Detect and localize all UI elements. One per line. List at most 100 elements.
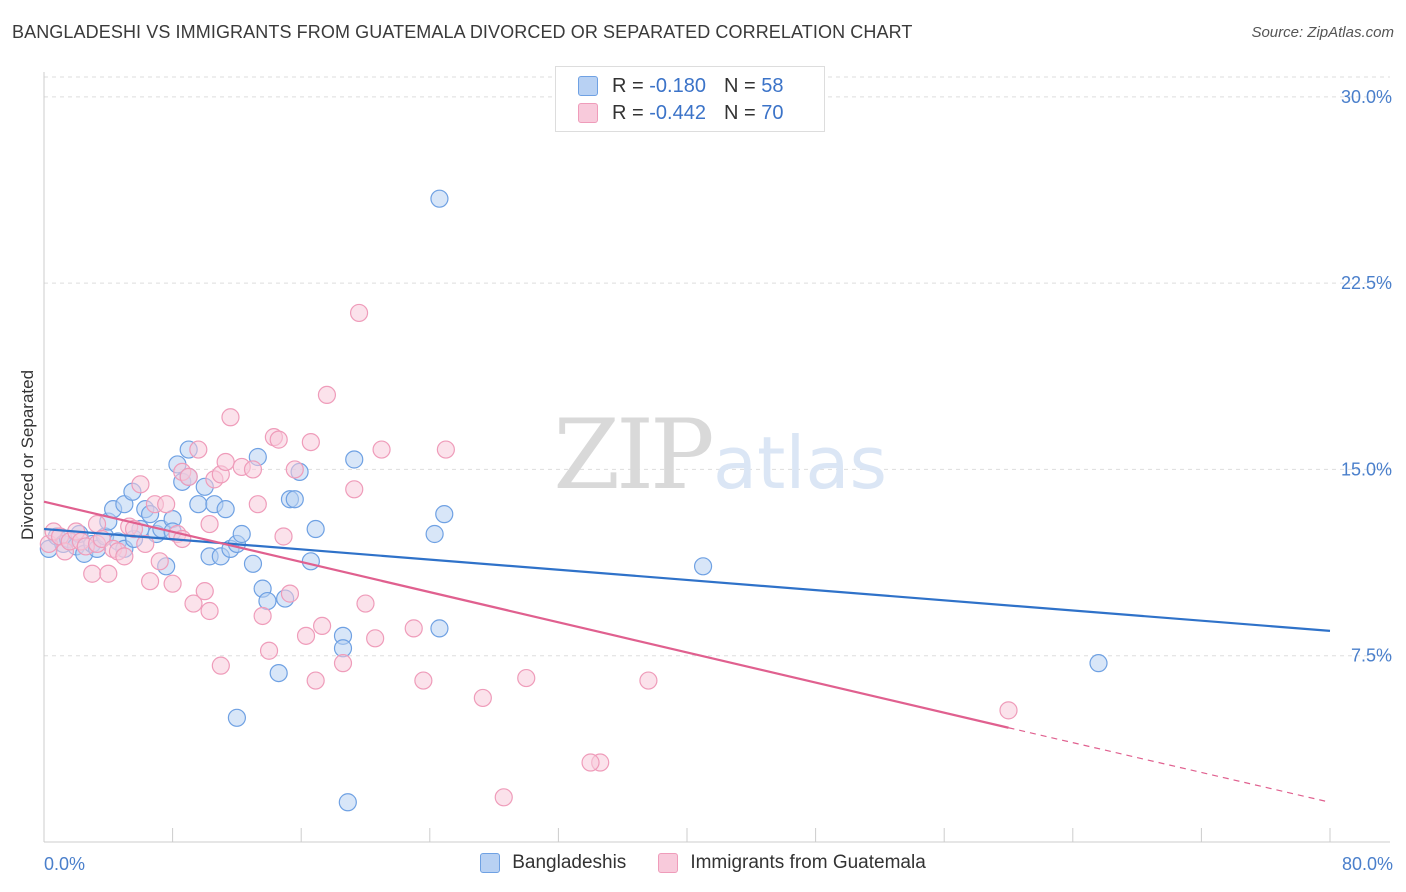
- legend-item-bangladeshis: Bangladeshis: [480, 852, 626, 874]
- guatemala-point: [349, 303, 369, 323]
- legend-item-guatemala: Immigrants from Guatemala: [658, 852, 926, 874]
- guatemala-point: [317, 385, 337, 405]
- guatemala-point: [517, 668, 536, 688]
- bangladeshis-point: [189, 495, 208, 514]
- guatemala-point: [333, 654, 353, 673]
- guatemala-point: [184, 594, 203, 613]
- bangladeshis-point: [345, 450, 364, 469]
- bangladeshis-point: [430, 619, 449, 638]
- bangladeshis-point: [306, 519, 325, 539]
- guatemala-point: [163, 574, 182, 593]
- guatemala-point: [280, 584, 300, 603]
- y-tick-label: 7.5%: [1351, 646, 1392, 666]
- bangladeshis-point: [693, 557, 713, 576]
- guatemala-point: [136, 534, 155, 554]
- guatemala-point: [999, 701, 1018, 720]
- guatemala-point: [150, 552, 169, 571]
- guatemala-point: [157, 495, 176, 514]
- guatemala-point: [195, 582, 214, 601]
- bangladeshis-point: [243, 554, 263, 573]
- guatemala-point: [189, 440, 208, 459]
- guatemala-point: [404, 619, 423, 638]
- guatemala-point: [296, 626, 316, 645]
- guatemala-point: [243, 460, 263, 479]
- legend-r-value: -0.442: [649, 101, 706, 124]
- guatemala-point: [221, 408, 240, 427]
- legend-row-bangladeshis: R = -0.180 N = 58: [578, 73, 783, 99]
- bangladeshis-point: [285, 490, 304, 509]
- watermark-atlas: atlas: [713, 421, 887, 505]
- guatemala-point: [285, 460, 304, 479]
- y-tick-labels: 7.5% 15.0% 22.5% 30.0%: [1341, 87, 1392, 666]
- guatemala-point: [259, 641, 279, 660]
- guatemala-point: [473, 688, 492, 708]
- legend-label-guatemala: Immigrants from Guatemala: [690, 852, 926, 873]
- guatemala-point: [366, 629, 385, 648]
- guatemala-point: [253, 606, 272, 626]
- guatemala-trend-extension: [1008, 727, 1331, 803]
- x-tick-labels: 0.0% 80.0%: [44, 854, 1393, 874]
- guatemala-point: [83, 564, 102, 583]
- watermark-zip: ZIP: [553, 399, 712, 511]
- legend-r-label: R =: [612, 101, 644, 124]
- bangladeshis-point: [232, 524, 251, 544]
- guatemala-point: [200, 514, 219, 534]
- guatemala-point: [131, 475, 150, 494]
- bangladeshis-point: [1089, 654, 1108, 673]
- guatemala-point: [345, 480, 364, 499]
- guatemala-point: [248, 495, 267, 514]
- guatemala-point: [356, 594, 375, 613]
- guatemala-point: [414, 671, 433, 690]
- watermark: ZIP atlas: [553, 399, 887, 511]
- legend-r-value: -0.180: [649, 74, 706, 97]
- guatemala-point: [274, 527, 293, 546]
- source-label: Source: ZipAtlas.com: [1251, 24, 1394, 41]
- series-legend: Bangladeshis Immigrants from Guatemala: [0, 852, 1406, 874]
- legend-n-value: 70: [761, 101, 784, 124]
- bangladeshis-point: [425, 524, 444, 544]
- y-tick-label: 30.0%: [1341, 87, 1392, 107]
- legend-n-value: 58: [761, 74, 784, 97]
- trend-lines: [43, 500, 1331, 803]
- guatemala-point: [99, 564, 118, 583]
- bangladeshis-point: [338, 793, 357, 812]
- y-tick-label: 22.5%: [1341, 273, 1392, 293]
- x-tick-label-min: 0.0%: [44, 854, 85, 874]
- guatemala-point: [115, 547, 134, 566]
- legend-swatch-guatemala: [578, 103, 598, 123]
- legend-swatch-bangladeshis: [480, 853, 501, 873]
- series-guatemala-points: [39, 303, 1018, 807]
- guatemala-point: [312, 616, 332, 636]
- legend-n-label: N =: [723, 101, 756, 124]
- y-tick-label: 15.0%: [1341, 459, 1392, 479]
- guatemala-point: [306, 671, 325, 690]
- guatemala-point: [140, 572, 160, 591]
- legend-r-label: R =: [612, 74, 644, 97]
- guatemala-point: [211, 656, 230, 675]
- stats-legend: R = -0.180 N = 58 R = -0.442 N = 70: [555, 66, 825, 132]
- bangladeshis-point: [430, 189, 449, 208]
- bangladeshis-point: [435, 505, 454, 524]
- guatemala-point: [372, 440, 391, 459]
- bangladeshis-trend-line: [43, 527, 1331, 632]
- x-tick-label-max: 80.0%: [1342, 854, 1393, 874]
- legend-row-guatemala: R = -0.442 N = 70: [578, 100, 783, 126]
- guatemala-point: [200, 601, 219, 621]
- guatemala-point: [269, 430, 288, 449]
- bangladeshis-point: [216, 500, 235, 519]
- guatemala-point: [639, 671, 658, 690]
- guatemala-point: [301, 432, 320, 452]
- bangladeshis-point: [301, 552, 320, 571]
- guatemala-point: [436, 440, 455, 459]
- legend-swatch-guatemala: [658, 853, 679, 873]
- legend-swatch-bangladeshis: [578, 76, 598, 96]
- guatemala-point: [494, 788, 513, 807]
- legend-n-label: N =: [723, 74, 756, 97]
- guatemala-trend-line: [43, 500, 1009, 729]
- guatemala-point: [179, 467, 198, 486]
- guatemala-point: [216, 452, 235, 472]
- bangladeshis-point: [227, 708, 246, 727]
- guatemala-point: [581, 753, 600, 772]
- chart-title: BANGLADESHI VS IMMIGRANTS FROM GUATEMALA…: [12, 22, 913, 42]
